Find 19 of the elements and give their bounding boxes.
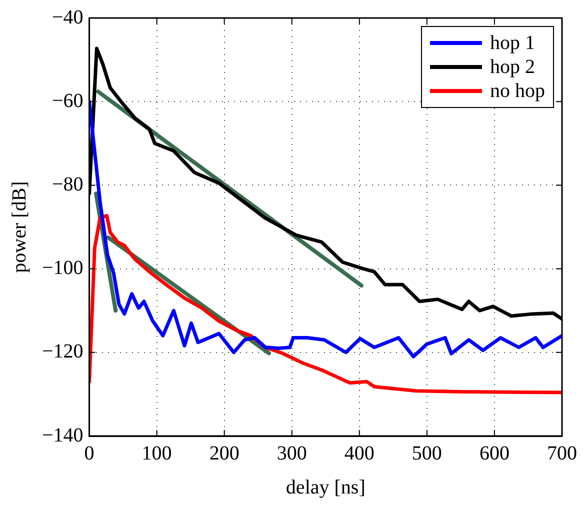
- legend-label: hop 2: [490, 55, 535, 79]
- y-tick-label: −80: [52, 173, 84, 196]
- x-tick-label: 400: [344, 442, 374, 464]
- x-tick-label: 600: [479, 442, 510, 464]
- legend-label: hop 1: [490, 31, 535, 55]
- x-tick-label: 100: [142, 442, 172, 464]
- y-tick-label: −100: [42, 257, 84, 280]
- y-tick-label: −40: [52, 6, 84, 28]
- x-tick-label: 0: [84, 442, 94, 464]
- x-tick-label: 200: [209, 442, 240, 464]
- x-axis-title: delay [ns]: [286, 476, 366, 498]
- x-tick-label: 500: [412, 442, 442, 464]
- y-tick-label: −140: [42, 424, 84, 446]
- y-tick-label: −60: [52, 90, 84, 112]
- x-tick-label: 300: [276, 442, 307, 464]
- legend-label: no hop: [490, 79, 545, 103]
- x-tick-label: 700: [547, 442, 577, 464]
- y-axis-title: power [dB]: [8, 181, 30, 273]
- y-tick-label: −120: [42, 340, 84, 363]
